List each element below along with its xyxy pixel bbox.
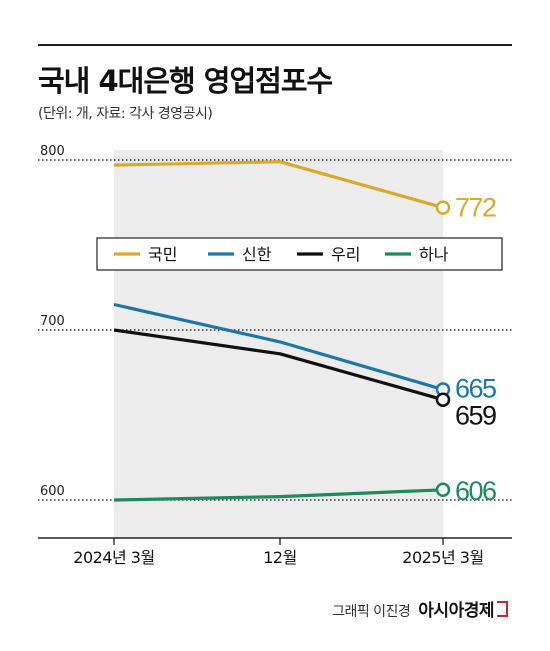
- series-endpoint: [435, 482, 451, 498]
- end-value-label: 772: [455, 193, 496, 223]
- end-value-label: 606: [455, 476, 496, 506]
- footer: 그래픽 이진경 아시아경제: [332, 596, 508, 621]
- series-line-하나: [113, 488, 444, 502]
- series-endpoint: [435, 392, 451, 407]
- y-tick-label: 700: [40, 314, 65, 329]
- top-rule: [38, 44, 512, 46]
- y-tick-label: 600: [40, 484, 65, 499]
- chart-subtitle: (단위: 개, 자료: 각사 경영공시): [38, 106, 213, 122]
- legend-label: 우리: [331, 245, 360, 264]
- x-tick-label: 12월: [263, 548, 297, 567]
- x-tick-label: 2024년 3월: [73, 548, 154, 567]
- shaded-period: [114, 150, 443, 538]
- series-endpoint: [435, 200, 451, 215]
- brand-name: 아시아경제: [418, 601, 494, 621]
- chart-title: 국내 4대은행 영업점포수: [38, 64, 333, 98]
- end-value-label: 659: [455, 401, 496, 431]
- end-value-label: 665: [455, 374, 496, 404]
- series-line-국민: [113, 160, 444, 210]
- brand-logo: 아시아경제: [418, 596, 508, 621]
- series-line-우리: [113, 328, 444, 402]
- legend-label: 하나: [419, 245, 449, 264]
- graphic-credit: 그래픽 이진경: [332, 604, 411, 620]
- brand-mark-icon: [497, 601, 508, 617]
- legend-label: 국민: [148, 245, 177, 264]
- series-line-신한: [113, 302, 444, 392]
- legend-label: 신한: [242, 245, 272, 264]
- x-tick-label: 2025년 3월: [402, 548, 483, 567]
- y-tick-label: 800: [40, 144, 65, 159]
